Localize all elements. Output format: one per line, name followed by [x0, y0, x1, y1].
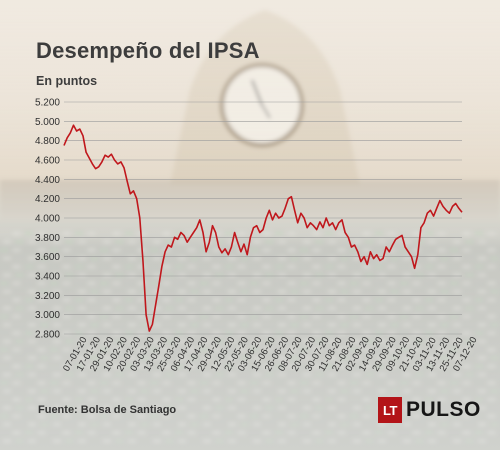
la-tercera-pulso-logo: LT PULSO [378, 396, 481, 424]
y-axis-unit-label: En puntos [36, 74, 98, 88]
y-tick-label: 2.800 [35, 330, 60, 341]
x-axis: 07-01-2017-01-2029-01-2010-02-2020-02-20… [61, 335, 480, 373]
y-tick-label: 3.400 [35, 272, 60, 283]
ipsa-series-line [63, 124, 463, 332]
y-tick-label: 3.600 [35, 252, 60, 263]
logo-wordmark: PULSO [406, 398, 481, 421]
source-note: Fuente: Bolsa de Santiago [38, 404, 177, 416]
y-tick-label: 5.200 [35, 98, 60, 109]
y-tick-label: 3.000 [35, 310, 60, 321]
y-tick-label: 3.800 [35, 233, 60, 244]
y-tick-label: 4.400 [35, 175, 60, 186]
gridlines [64, 101, 462, 335]
y-axis: 5.200 5.000 4.800 4.600 4.400 4.200 4.000 3.800… [35, 98, 60, 341]
y-tick-label: 4.800 [35, 136, 60, 147]
y-tick-label: 4.200 [35, 194, 60, 205]
y-tick-label: 4.600 [35, 156, 60, 167]
chart-title: Desempeño del IPSA [36, 38, 260, 63]
y-tick-label: 3.200 [35, 291, 60, 302]
y-tick-label: 5.000 [35, 117, 60, 128]
y-tick-label: 4.000 [35, 214, 60, 225]
logo-mark: LT [378, 397, 402, 423]
